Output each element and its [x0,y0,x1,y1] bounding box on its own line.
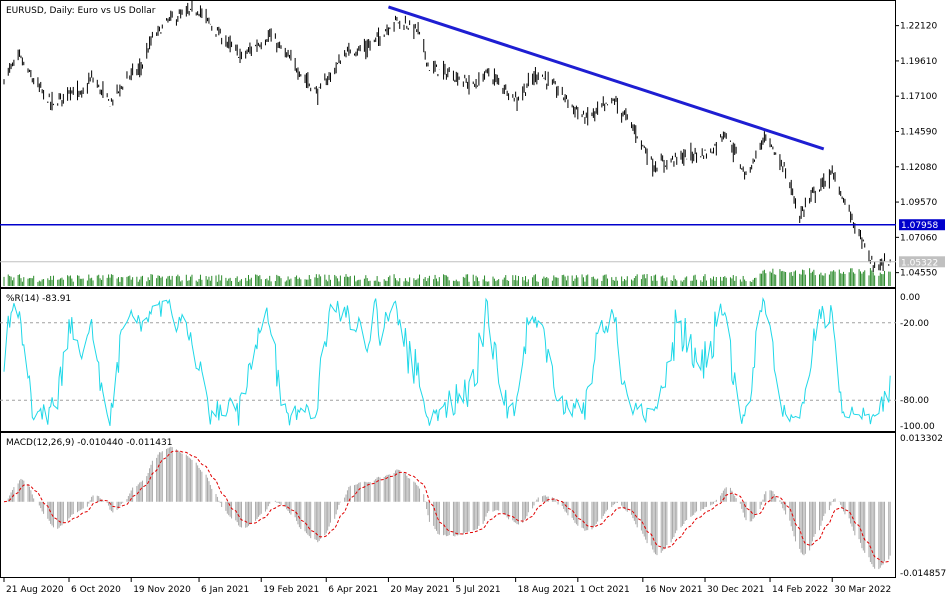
time-tick-label: 6 Oct 2020 [71,585,121,595]
horizontal-level-tag [899,219,945,231]
price-tick-label: 1.09570 [900,198,937,208]
time-tick-label: 14 Feb 2022 [772,585,828,595]
williams-r-axis: 0.00 -20.00 -80.00 -100.00 [900,293,935,432]
time-tick-label: 30 Mar 2022 [834,585,891,595]
macd-tick-label: 0.013302 [900,434,943,444]
time-tick-label: 1 Oct 2021 [580,585,630,595]
williams-r-panel-frame [0,288,896,432]
williams-r-title: %R(14) -83.91 [6,294,71,304]
time-axis: 21 Aug 2020 6 Oct 2020 19 Nov 2020 6 Jan 20… [3,578,891,595]
williams-r-tick-label: -80.00 [900,396,929,406]
price-tick-label: 1.17100 [900,92,937,102]
macd-title: MACD(12,26,9) -0.010440 -0.011431 [6,438,172,448]
williams-r-tick-label: -100.00 [900,422,935,432]
williams-r-tick-label: -20.00 [900,319,929,329]
williams-r-panel[interactable]: %R(14) -83.91 0.00 -20.00 -80.00 -100.00 [0,288,935,433]
trendline[interactable] [387,5,825,151]
price-bars [3,0,891,273]
williams-r-level-lines [0,322,896,401]
time-tick-label: 6 Jan 2021 [201,585,249,595]
macd-signal-line [3,450,891,563]
time-tick-label: 30 Dec 2021 [707,585,765,595]
time-tick-label: 6 Apr 2021 [328,585,378,595]
price-tick-label: 1.22120 [900,22,937,32]
current-price-tag [899,256,945,268]
horizontal-level-label: 1.07958 [901,221,938,231]
volume-bars [3,268,891,286]
time-tick-label: 18 Aug 2021 [518,585,576,595]
price-title: EURUSD, Daily: Euro vs US Dollar [6,6,156,16]
price-axis: 1.22120 1.19610 1.17100 1.14590 1.12080 1.095… [895,22,937,279]
williams-r-tick-label: 0.00 [900,293,920,303]
price-tick-label: 1.04550 [900,269,937,279]
price-tick-label: 1.14590 [900,127,937,137]
price-panel[interactable]: EURUSD, Daily: Euro vs US Dollar 1.22120… [0,0,945,288]
price-tick-label: 1.19610 [900,57,937,67]
time-tick-label: 5 Jul 2021 [455,585,500,595]
macd-histogram [7,446,891,570]
price-tick-label: 1.12080 [900,163,937,173]
macd-tick-label: -0.014857 [900,569,946,579]
time-tick-label: 19 Feb 2021 [263,585,319,595]
price-tick-label: 1.07060 [900,233,937,243]
time-tick-label: 21 Aug 2020 [6,585,64,595]
macd-axis: 0.013302 -0.014857 [900,434,946,579]
williams-r-line [3,297,891,427]
time-tick-label: 19 Nov 2020 [133,585,191,595]
macd-panel[interactable]: MACD(12,26,9) -0.010440 -0.011431 0.0133… [0,432,947,580]
current-price-label: 1.05322 [901,258,938,268]
time-tick-label: 20 May 2021 [390,585,449,595]
time-tick-label: 16 Nov 2021 [645,585,703,595]
